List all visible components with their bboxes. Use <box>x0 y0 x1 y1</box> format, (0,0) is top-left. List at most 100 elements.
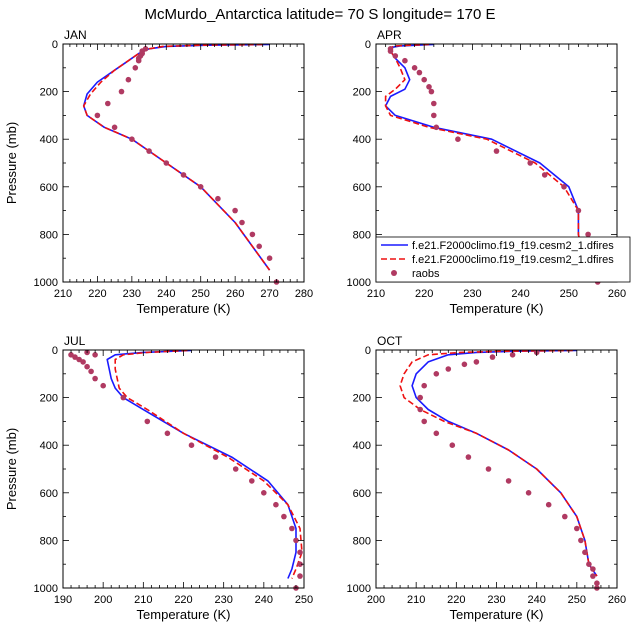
panel-0-x-tick-label: 250 <box>192 288 210 300</box>
panel-3-model1-line <box>411 349 598 577</box>
panel-0-raobs-point <box>266 255 273 261</box>
panel-2-xlabel: Temperature (K) <box>137 607 231 622</box>
panel-0-xlabel: Temperature (K) <box>137 301 231 316</box>
panel-0-raobs-point <box>256 243 263 250</box>
panel-1-raobs-point <box>387 48 394 54</box>
panel-2-raobs-point <box>88 368 94 375</box>
panel-3-raobs-point <box>509 352 516 358</box>
panel-1-raobs-point <box>541 172 548 178</box>
panel-2-raobs-point <box>273 501 279 508</box>
panel-1-raobs-point <box>411 65 418 71</box>
panel-2-raobs-point <box>212 454 219 460</box>
panel-1-x-tick-label: 260 <box>608 288 626 300</box>
panel-0-y-tick-label: 0 <box>52 39 58 51</box>
panel-1-x-tick-label: 210 <box>367 288 385 300</box>
panel-3-raobs-point <box>445 366 452 372</box>
panel-3-raobs-point <box>433 371 440 377</box>
panel-3-x-tick-label: 260 <box>608 594 626 606</box>
panel-3-raobs-point <box>590 573 596 579</box>
panel-1-x-tick-label: 230 <box>463 288 481 300</box>
panel-1-raobs-point <box>433 124 440 131</box>
legend-label-raobs: raobs <box>412 268 440 280</box>
panel-0-raobs-point <box>215 195 221 202</box>
panel-0-raobs-point <box>132 65 139 71</box>
panel-1-y-tick-label: 400 <box>353 134 371 146</box>
legend-label-model1: f.e21.F2000climo.f19_f19.cesm2_1.dfires <box>412 240 614 252</box>
panel-2-x-tick-label: 230 <box>214 594 232 606</box>
panel-2-frame <box>62 349 305 589</box>
panel-3-x-tick-label: 250 <box>568 594 586 606</box>
panel-3-x-tick-label: 200 <box>367 594 385 606</box>
panel-3-raobs-point <box>545 501 552 508</box>
panel-1-raobs-point <box>426 84 432 90</box>
panel-1-model2-line <box>384 43 599 271</box>
panel-2-raobs-point <box>120 394 127 401</box>
panel-2-x-tick-label: 200 <box>94 594 112 606</box>
panel-1-raobs-point <box>585 231 591 238</box>
panel-0-x-tick-label: 240 <box>157 288 175 300</box>
panel-0-raobs-point <box>197 184 204 190</box>
panel-3-y-tick-label: 600 <box>353 488 371 500</box>
panel-3-raobs-point <box>586 561 592 567</box>
panel-3-y-tick-label: 200 <box>353 393 371 405</box>
panel-2-model1-line <box>106 349 297 579</box>
panel-1-xlabel: Temperature (K) <box>450 301 544 316</box>
panel-2-raobs-point <box>92 375 98 382</box>
panel-0-raobs-point <box>232 207 238 214</box>
panel-3-raobs-point <box>578 537 584 544</box>
panel-1-raobs-point <box>575 207 582 214</box>
panel-0-y-tick-label: 400 <box>40 134 58 146</box>
panel-1-y-tick-label: 0 <box>365 39 371 51</box>
panel-1-x-tick-label: 220 <box>415 288 433 300</box>
panel-2-y-tick-label: 400 <box>40 440 58 452</box>
panel-2-x-tick-label: 220 <box>174 594 192 606</box>
legend-box <box>375 236 631 283</box>
panel-0-y-tick-label: 600 <box>40 182 58 194</box>
panel-3-raobs-point <box>421 382 428 389</box>
panel-0-raobs-point <box>125 76 132 83</box>
panel-3-raobs-point <box>473 359 480 365</box>
panel-3-raobs-point <box>461 361 468 368</box>
panel-2-raobs-point <box>281 513 287 520</box>
panel-1-y-tick-label: 600 <box>353 182 371 194</box>
panel-2-raobs-point <box>297 549 303 556</box>
panel-3-x-tick-label: 230 <box>487 594 505 606</box>
panel-2-ylabel: Pressure (mb) <box>4 428 19 510</box>
panel-1-raobs-point <box>392 53 399 59</box>
panel-2-raobs-point <box>72 354 78 360</box>
legend-label-model2: f.e21.F2000climo.f19_f19.cesm2_1.dfires <box>412 254 614 266</box>
panel-3-raobs-point <box>594 580 600 586</box>
panel-3-raobs-point <box>489 354 496 360</box>
panel-2-y-tick-label: 800 <box>40 535 58 547</box>
panel-0-raobs-point <box>163 160 170 166</box>
panel-0-model2-line <box>82 43 271 271</box>
panel-0-x-tick-label: 230 <box>123 288 141 300</box>
panel-0-raobs-point <box>249 231 256 238</box>
panel-0-raobs-point <box>129 136 135 142</box>
panel-0-raobs-point <box>135 57 142 64</box>
panel-0-raobs-point <box>105 100 111 107</box>
panel-3-x-tick-label: 240 <box>527 594 545 606</box>
panel-1-model1-line <box>384 43 599 271</box>
panel-0-raobs-point <box>180 172 187 178</box>
panel-3-raobs-point <box>421 418 428 425</box>
panel-3-y-tick-label: 800 <box>353 535 371 547</box>
panel-3-raobs-point <box>590 566 596 572</box>
panel-1-y-tick-label: 1000 <box>347 277 371 289</box>
panel-1-title: APR <box>377 28 402 42</box>
panel-3-raobs-point <box>417 406 424 413</box>
panel-2-y-tick-label: 1000 <box>34 583 58 595</box>
panel-3-raobs-point <box>525 490 532 496</box>
panel-0-raobs-point <box>111 124 118 131</box>
panel-1-raobs-point <box>421 76 428 83</box>
panel-2-x-tick-label: 250 <box>295 594 313 606</box>
panel-0-x-tick-label: 280 <box>295 288 313 300</box>
panel-oct: 200 210 220 230 240 250 260 0 200 400 600 800 1000 OC… <box>347 334 627 622</box>
panel-1-y-tick-label: 200 <box>353 87 371 99</box>
panel-1-x-tick-label: 250 <box>560 288 578 300</box>
panel-0-frame <box>62 43 305 283</box>
panel-3-x-tick-label: 220 <box>447 594 465 606</box>
panel-3-raobs-point <box>449 442 456 449</box>
panel-1-raobs-point <box>455 136 461 142</box>
